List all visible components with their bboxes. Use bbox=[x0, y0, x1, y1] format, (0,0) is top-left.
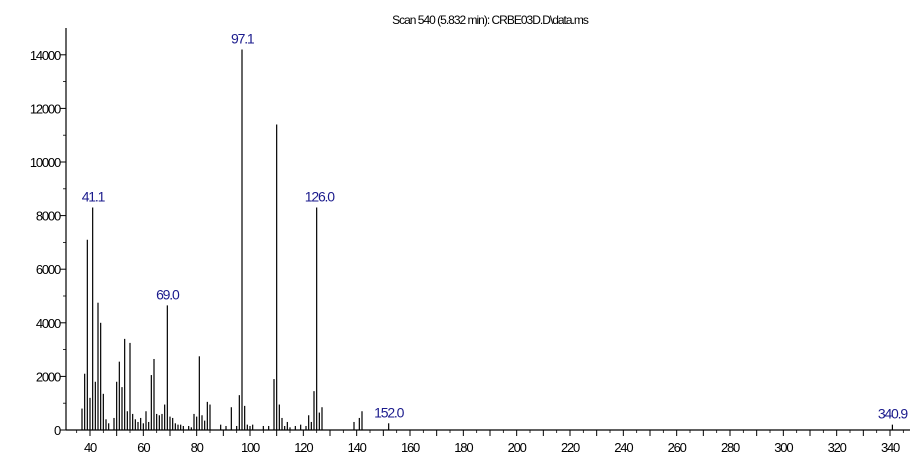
y-tick-label: 12000 bbox=[30, 101, 61, 116]
peak-label: 126.0 bbox=[305, 189, 335, 205]
x-ticks: 40 60 80 100 120 140 160 180 200 220 240 260 280 300 3… bbox=[76, 430, 904, 455]
y-tick-label: 0 bbox=[54, 423, 61, 438]
peak-labels: 41.1 69.0 97.1 126.0 152.0 340.9 bbox=[82, 30, 910, 422]
x-tick-label: 320 bbox=[828, 440, 847, 455]
y-tick-label: 14000 bbox=[30, 48, 61, 63]
x-tick-label: 260 bbox=[668, 440, 687, 455]
x-tick-label: 180 bbox=[454, 440, 473, 455]
y-tick-label: 2000 bbox=[36, 369, 61, 384]
x-tick-label: 300 bbox=[774, 440, 793, 455]
peak-label: 340.9 bbox=[878, 406, 908, 422]
y-tick-label: 10000 bbox=[30, 155, 61, 170]
x-tick-label: 80 bbox=[191, 440, 204, 455]
peak-label: 152.0 bbox=[374, 404, 404, 420]
x-tick-label: 340 bbox=[881, 440, 900, 455]
x-tick-label: 100 bbox=[241, 440, 260, 455]
spectrum-bars bbox=[81, 49, 894, 430]
peak-label: 97.1 bbox=[231, 30, 255, 46]
chart-title: Scan 540 (5.832 min): CRBE03D.D\data.ms bbox=[392, 13, 589, 27]
x-tick-label: 200 bbox=[508, 440, 527, 455]
y-ticks: 0 2000 4000 6000 8000 10000 12000 14000 bbox=[30, 48, 66, 438]
x-tick-label: 220 bbox=[561, 440, 580, 455]
x-tick-label: 120 bbox=[294, 440, 313, 455]
y-tick-label: 4000 bbox=[36, 316, 61, 331]
plot-area: 40 60 80 100 120 140 160 180 200 220 240 260 280 300 3… bbox=[30, 28, 910, 455]
x-tick-label: 240 bbox=[614, 440, 633, 455]
x-tick-label: 280 bbox=[721, 440, 740, 455]
y-tick-label: 8000 bbox=[36, 209, 61, 224]
peak-label: 69.0 bbox=[156, 286, 180, 302]
x-tick-label: 140 bbox=[348, 440, 367, 455]
y-tick-label: 6000 bbox=[36, 262, 61, 277]
peak-label: 41.1 bbox=[82, 189, 106, 205]
x-tick-label: 160 bbox=[401, 440, 420, 455]
x-tick-label: 60 bbox=[137, 440, 150, 455]
x-tick-label: 40 bbox=[84, 440, 97, 455]
